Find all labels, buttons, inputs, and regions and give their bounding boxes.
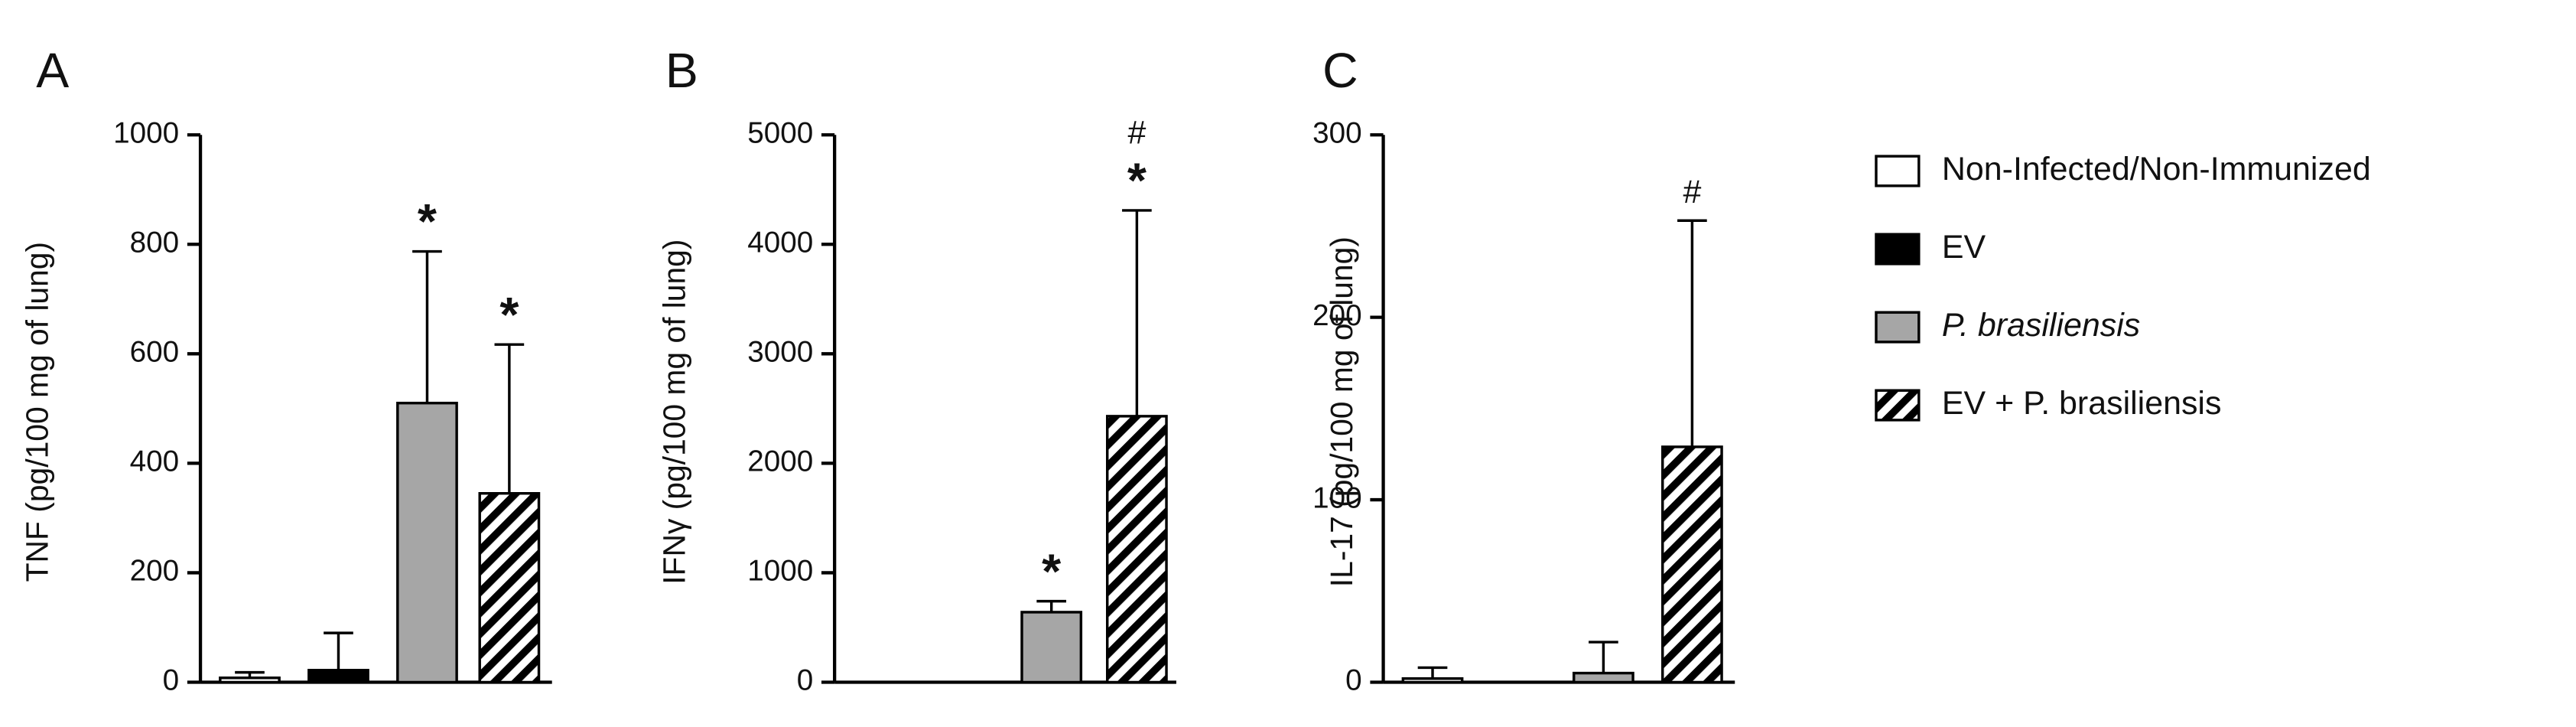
legend-swatch [1875,311,1921,344]
bar [1106,415,1168,684]
bar [396,401,458,684]
y-tick-label: 1000 [747,555,813,588]
panel-label: C [1322,43,1358,98]
y-tick-label: 200 [130,555,180,588]
legend-swatch [1875,233,1921,266]
y-tick-label: 0 [1345,664,1362,697]
y-axis-label: IL-17 (pg/100 mg of lung) [1324,236,1359,587]
y-tick-label: 200 [1312,299,1362,332]
legend-label: EV + P. brasiliensis [1942,385,2222,422]
panel-label: A [36,43,69,98]
panel-label: B [665,43,698,98]
y-tick-label: 300 [1312,116,1362,149]
y-tick-label: 3000 [747,336,813,369]
y-tick-label: 1000 [113,116,179,149]
legend-label: Non-Infected/Non-Immunized [1942,151,2371,187]
y-axis-label: TNF (pg/100 mg of lung) [19,242,54,582]
significance-marker: # [1127,114,1146,151]
y-tick-label: 100 [1312,481,1362,514]
significance-marker: * [1127,153,1147,208]
bar [1661,445,1723,684]
y-tick-label: 4000 [747,226,813,259]
y-tick-label: 0 [797,664,813,697]
bar [219,676,281,684]
significance-marker: # [1683,174,1701,210]
bar [478,492,541,684]
bar [1573,671,1634,684]
legend-label: EV [1942,229,1986,266]
y-tick-label: 2000 [747,445,813,478]
legend-swatch [1875,155,1921,187]
bar [307,669,369,684]
y-axis-label: IFNγ (pg/100 mg of lung) [657,240,692,585]
y-tick-label: 5000 [747,116,813,149]
y-tick-label: 0 [163,664,179,697]
legend-label: P. brasiliensis [1942,307,2140,344]
bar [1020,611,1083,684]
significance-marker: * [418,194,437,249]
bar [1401,677,1464,684]
significance-marker: * [499,287,519,342]
significance-marker: * [1042,543,1061,598]
legend-swatch [1875,389,1921,422]
y-tick-label: 600 [130,336,180,369]
y-tick-label: 800 [130,226,180,259]
y-tick-label: 400 [130,445,180,478]
